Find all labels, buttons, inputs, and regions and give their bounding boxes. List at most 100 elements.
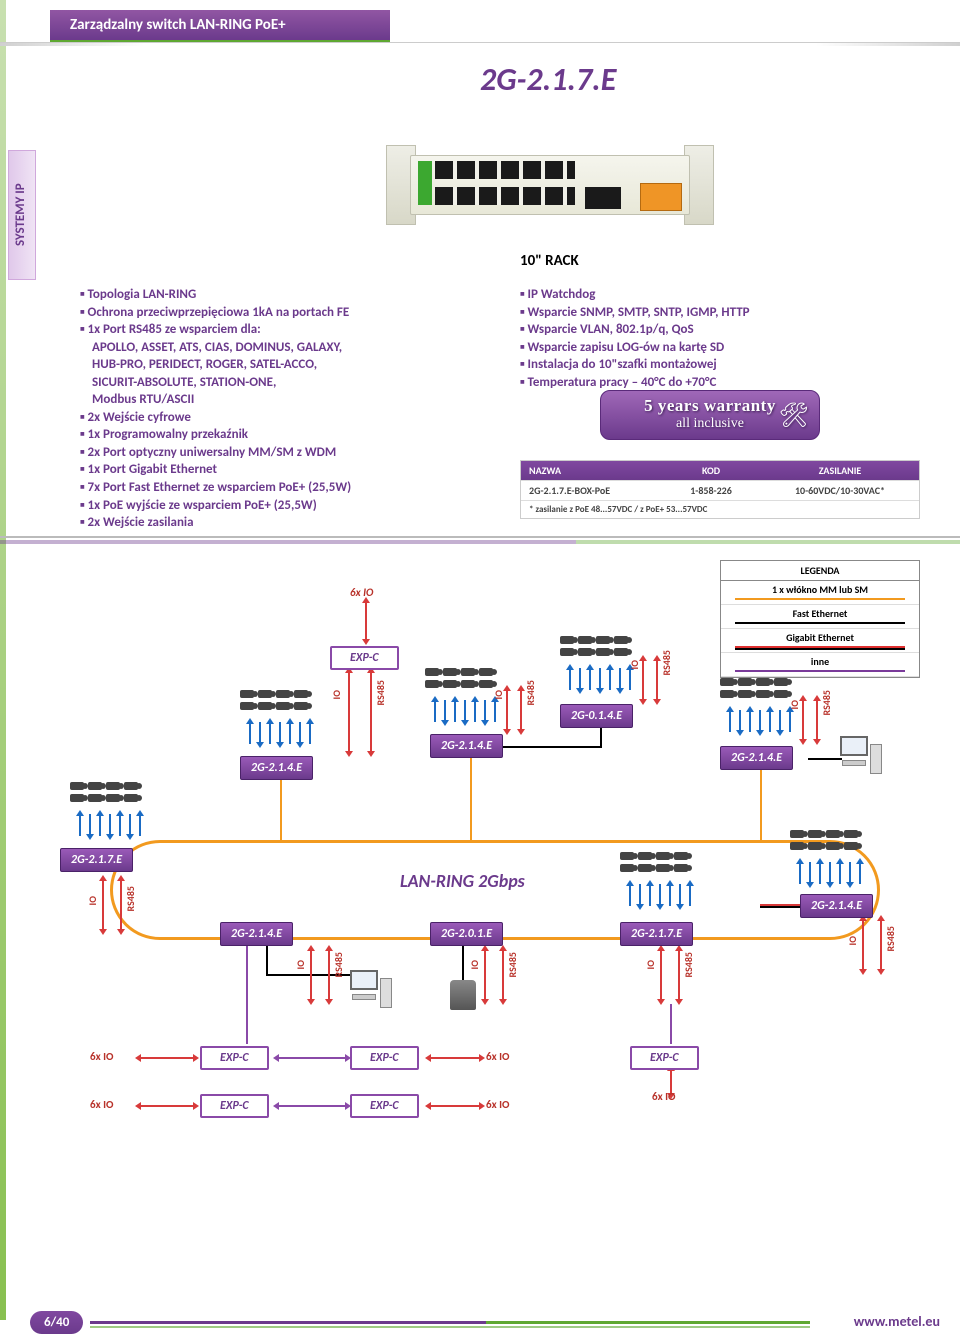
label-io: IO	[468, 960, 481, 969]
feature-item: Temperatura pracy – 40°C do +70°C	[520, 374, 920, 392]
footer: 6/40 www.metel.eu	[0, 1310, 960, 1334]
feature-item: Ochrona przeciwprzepięciowa 1kA na porta…	[80, 304, 500, 322]
feature-item: 1x Programowalny przekaźnik	[80, 426, 500, 444]
purple-line	[670, 1004, 672, 1044]
red-arrow	[862, 920, 864, 970]
th-code: KOD	[661, 461, 761, 480]
red-arrow	[656, 660, 658, 700]
divider	[0, 540, 960, 544]
camera-group	[70, 780, 140, 808]
io-arrows	[795, 858, 865, 888]
feature-item: 2x Wejście zasilania	[80, 514, 500, 532]
node-2g014e: 2G-0.1.4.E	[560, 704, 633, 728]
red-arrow	[102, 880, 104, 930]
feature-item: 1x Port Gigabit Ethernet	[80, 461, 500, 479]
legend-row: 1 x włókno MM lub SM	[721, 581, 919, 605]
camera-group	[790, 828, 860, 856]
product-table: NAZWA KOD ZASILANIE 2G-2.1.7.E-BOX-PoE 1…	[520, 460, 920, 519]
legend-row: Gigabit Ethernet	[721, 629, 919, 653]
divider	[0, 536, 960, 538]
header-band: Zarządzalny switch LAN-RING PoE+	[50, 10, 390, 42]
label-rs485: RS485	[820, 690, 833, 715]
feature-item: Wsparcie VLAN, 802.1p/q, QoS	[520, 321, 920, 339]
label-6xio: 6x IO	[90, 1050, 114, 1063]
node-expc: EXP-C	[350, 1046, 419, 1070]
legend-box: LEGENDA 1 x włókno MM lub SM Fast Ethern…	[720, 560, 920, 678]
label-6xio: 6x IO	[90, 1098, 114, 1111]
camera-group	[240, 688, 310, 716]
io-arrows	[245, 718, 315, 748]
purple-line	[246, 944, 248, 1044]
label-io: IO	[294, 960, 307, 969]
feature-item: 1x PoE wyjście ze wsparciem PoE+ (25,5W)	[80, 497, 500, 515]
node-2g214e: 2G-2.1.4.E	[800, 894, 873, 918]
purple-arrow	[278, 1057, 346, 1059]
table-header: NAZWA KOD ZASILANIE	[521, 461, 919, 480]
red-arrow	[328, 950, 330, 1000]
warranty-badge: 5 years warranty all inclusive 🛠	[600, 390, 820, 440]
product-image	[380, 115, 720, 245]
io-arrows	[75, 810, 145, 840]
feature-item: Wsparcie SNMP, SMTP, SNTP, IGMP, HTTP	[520, 304, 920, 322]
label-6xio: 6x IO	[652, 1090, 676, 1103]
td-power: 10-60VDC/10-30VAC*	[761, 481, 919, 500]
ge-line	[760, 904, 800, 906]
feature-item: 7x Port Fast Ethernet ze wsparciem PoE+ …	[80, 479, 500, 497]
label-rs485: RS485	[374, 680, 387, 705]
node-expc: EXP-C	[330, 646, 399, 670]
node-2g214e: 2G-2.1.4.E	[430, 734, 503, 758]
header-stripe	[0, 42, 960, 46]
fe-line	[808, 758, 842, 760]
red-arrow	[506, 690, 508, 730]
feature-item: Instalacja do 10"szafki montażowej	[520, 356, 920, 374]
label-io: IO	[644, 960, 657, 969]
red-arrow	[502, 950, 504, 1000]
tools-icon: 🛠	[779, 401, 809, 430]
camera-group	[560, 634, 630, 662]
label-io: IO	[330, 690, 343, 699]
red-arrow	[484, 950, 486, 1000]
label-io: IO	[788, 700, 801, 709]
red-arrow	[520, 690, 522, 730]
red-arrow-h	[140, 1057, 194, 1059]
red-arrow	[678, 950, 680, 1000]
features-left: Topologia LAN-RING Ochrona przeciwprzepi…	[80, 286, 500, 532]
label-rs485: RS485	[682, 952, 695, 977]
feature-sub: SICURIT-ABSOLUTE, STATION-ONE,	[80, 374, 500, 392]
ge-line	[760, 906, 800, 908]
label-io: IO	[86, 896, 99, 905]
feature-item: 1x Port RS485 ze wsparciem dla:	[80, 321, 500, 339]
side-rail	[0, 0, 6, 1320]
red-arrow	[310, 950, 312, 1000]
label-6xio: 6x IO	[486, 1098, 510, 1111]
label-6xio: 6x IO	[486, 1050, 510, 1063]
th-name: NAZWA	[521, 461, 661, 480]
red-arrow-h	[430, 1105, 480, 1107]
label-rs485: RS485	[884, 926, 897, 951]
red-arrow	[365, 602, 367, 640]
legend-title: LEGENDA	[721, 561, 919, 581]
io-arrows	[565, 664, 635, 694]
fiber-line	[760, 768, 762, 840]
camera-group	[620, 850, 690, 878]
th-power: ZASILANIE	[761, 461, 919, 480]
label-rs485: RS485	[332, 952, 345, 977]
footer-bar	[90, 1321, 810, 1324]
features-right: IP Watchdog Wsparcie SNMP, SMTP, SNTP, I…	[520, 286, 920, 391]
rack-label: 10" RACK	[520, 252, 579, 270]
red-arrow	[802, 700, 804, 740]
node-expc: EXP-C	[200, 1046, 269, 1070]
camera-group	[720, 676, 790, 704]
io-arrows	[625, 880, 695, 910]
feature-item: 2x Wejście cyfrowe	[80, 409, 500, 427]
storage-icon	[450, 980, 476, 1010]
label-rs485: RS485	[124, 886, 137, 911]
label-rs485: RS485	[524, 680, 537, 705]
page-number: 6/40	[30, 1311, 83, 1334]
red-arrow	[816, 700, 818, 740]
fiber-line	[470, 756, 472, 840]
product-title: 2G-2.1.7.E	[480, 60, 616, 99]
node-expc: EXP-C	[630, 1046, 699, 1070]
feature-sub: HUB-PRO, PERIDECT, ROGER, SATEL-ACCO,	[80, 356, 500, 374]
side-tab: SYSTEMY IP	[8, 150, 36, 280]
